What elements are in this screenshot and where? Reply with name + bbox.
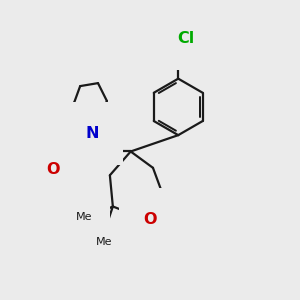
Text: Me: Me bbox=[96, 237, 112, 247]
Text: N: N bbox=[85, 126, 99, 141]
Text: Cl: Cl bbox=[177, 31, 194, 46]
Text: O: O bbox=[143, 212, 157, 227]
Text: O: O bbox=[47, 162, 60, 177]
Text: Me: Me bbox=[76, 212, 93, 222]
